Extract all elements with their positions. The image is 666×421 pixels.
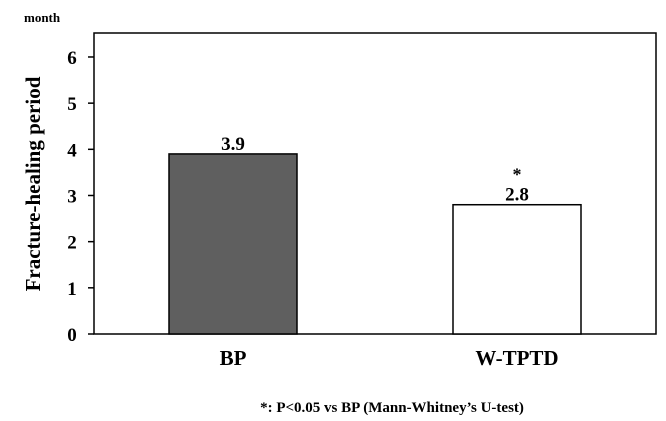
y-tick-label: 6 bbox=[67, 48, 77, 69]
bars bbox=[168, 153, 582, 335]
category-label-bp: BP bbox=[220, 346, 247, 370]
y-axis-label: Fracture-healing period bbox=[21, 76, 45, 291]
bar-w-tptd bbox=[452, 203, 582, 335]
y-tick-label: 3 bbox=[67, 186, 77, 207]
footnote: *: P<0.05 vs BP (Mann-Whitney’s U-test) bbox=[260, 400, 524, 416]
y-tick-label: 5 bbox=[67, 94, 77, 115]
y-unit-label: month bbox=[24, 10, 61, 25]
bar-bp bbox=[168, 153, 298, 335]
data-labels: 3.9 2.8* bbox=[221, 134, 529, 206]
data-label-w-tptd: 2.8 bbox=[505, 185, 529, 206]
plot-area-frame bbox=[93, 32, 657, 335]
y-tick-label: 1 bbox=[67, 279, 77, 300]
significance-mark: * bbox=[513, 165, 522, 185]
category-labels: BP W-TPTD bbox=[220, 346, 559, 370]
data-label-bp: 3.9 bbox=[221, 134, 245, 155]
y-tick-label: 4 bbox=[67, 140, 77, 161]
category-label-w-tptd: W-TPTD bbox=[475, 346, 558, 370]
y-tick-label: 2 bbox=[67, 233, 77, 254]
y-axis-ticks: 0 1 2 3 4 5 6 bbox=[67, 48, 94, 346]
y-tick-label: 0 bbox=[67, 325, 77, 346]
